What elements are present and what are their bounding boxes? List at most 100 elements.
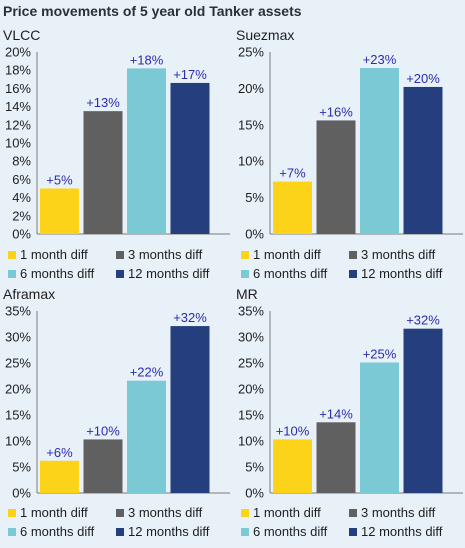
legend-item: 1 month diff: [8, 246, 116, 263]
legend-item: 12 months diff: [116, 523, 230, 540]
y-tick-label: 30%: [238, 330, 264, 345]
legend-item: 12 months diff: [349, 265, 463, 282]
bar: [360, 68, 399, 235]
data-label: +25%: [363, 346, 397, 361]
chart-panel-suezmax: Suezmax 0% 5% 10% 15% 20% 25% +7% +16% +23% +20% 1…: [233, 24, 465, 289]
y-tick-label: 35%: [5, 304, 31, 319]
legend-label: 1 month diff: [253, 247, 321, 262]
legend-item: 6 months diff: [8, 523, 116, 540]
y-tick-label: 10%: [238, 434, 264, 449]
legend-item: 6 months diff: [8, 265, 116, 282]
bar: [403, 86, 443, 234]
y-tick-label: 20%: [238, 81, 264, 96]
y-tick-label: 10%: [5, 434, 31, 449]
legend-swatch: [241, 269, 249, 278]
legend-item: 3 months diff: [116, 246, 230, 263]
chart-title: Aframax: [3, 286, 55, 302]
legend-item: 3 months diff: [349, 504, 463, 521]
legend-swatch: [8, 508, 16, 517]
y-tick-label: 18%: [5, 63, 31, 78]
y-tick-label: 15%: [5, 408, 31, 423]
data-label: +20%: [406, 71, 440, 86]
legend-item: 6 months diff: [241, 265, 349, 282]
y-tick-label: 25%: [5, 356, 31, 371]
bar: [40, 460, 79, 493]
legend-swatch: [349, 508, 357, 517]
y-tick-label: 8%: [12, 154, 31, 169]
chart-title: Suezmax: [236, 27, 294, 43]
data-label: +17%: [173, 67, 207, 82]
data-label: +14%: [319, 406, 353, 421]
legend-swatch: [116, 269, 124, 278]
bar: [360, 362, 399, 493]
chart-panel-mr: MR 0% 5% 10% 15% 20% 25% 30% 35% +10% +14% +25% +32%…: [233, 283, 465, 548]
legend-label: 1 month diff: [20, 505, 88, 520]
legend-swatch: [241, 250, 249, 259]
legend-label: 6 months diff: [253, 524, 328, 539]
data-label: +5%: [46, 173, 73, 188]
legend-label: 3 months diff: [361, 247, 436, 262]
y-tick-label: 5%: [12, 460, 31, 475]
legend-label: 3 months diff: [128, 505, 203, 520]
y-tick-label: 5%: [245, 190, 264, 205]
y-tick-label: 2%: [12, 208, 31, 223]
y-tick-label: 0%: [12, 486, 31, 501]
chart-mr: MR 0% 5% 10% 15% 20% 25% 30% 35% +10% +14% +25% +32%: [236, 286, 463, 501]
bar: [83, 111, 123, 234]
legend-swatch: [349, 527, 357, 536]
chart-title: MR: [236, 286, 258, 302]
legend-label: 12 months diff: [361, 266, 443, 281]
y-tick-label: 25%: [238, 45, 264, 60]
y-tick-label: 20%: [238, 382, 264, 397]
legend-swatch: [8, 269, 16, 278]
data-label: +7%: [279, 166, 306, 181]
legend-swatch: [241, 508, 249, 517]
bar: [127, 68, 166, 234]
legend-item: 3 months diff: [116, 504, 230, 521]
data-label: +32%: [406, 313, 440, 328]
legend-label: 6 months diff: [20, 266, 95, 281]
legend-label: 12 months diff: [128, 524, 210, 539]
legend-swatch: [241, 527, 249, 536]
legend-swatch: [349, 269, 357, 278]
legend-label: 3 months diff: [361, 505, 436, 520]
legend-label: 6 months diff: [253, 266, 328, 281]
data-label: +22%: [130, 365, 164, 380]
data-label: +16%: [319, 104, 353, 119]
y-tick-label: 15%: [238, 408, 264, 423]
legend-label: 6 months diff: [20, 524, 95, 539]
y-tick-label: 35%: [238, 304, 264, 319]
chart-title: VLCC: [3, 27, 40, 43]
bar: [316, 120, 356, 234]
data-label: +13%: [86, 95, 120, 110]
legend-item: 12 months diff: [349, 523, 463, 540]
legend-label: 1 month diff: [20, 247, 88, 262]
y-tick-label: 10%: [5, 136, 31, 151]
y-tick-label: 12%: [5, 117, 31, 132]
legend-item: 1 month diff: [241, 246, 349, 263]
legend-item: 1 month diff: [8, 504, 116, 521]
legend-swatch: [116, 527, 124, 536]
y-tick-label: 0%: [12, 227, 31, 242]
data-label: +32%: [173, 310, 207, 325]
y-tick-label: 0%: [245, 227, 264, 242]
data-label: +10%: [86, 423, 120, 438]
chart-vlcc: VLCC 0% 2% 4% 6% 8% 10% 12% 14% 16% 18% 20% +5% +13% +…: [3, 27, 230, 242]
y-tick-label: 20%: [5, 45, 31, 60]
legend-swatch: [349, 250, 357, 259]
page-title: Price movements of 5 year old Tanker ass…: [3, 3, 302, 19]
chart-suezmax: Suezmax 0% 5% 10% 15% 20% 25% +7% +16% +23% +20%: [236, 27, 463, 242]
legend-item: 6 months diff: [241, 523, 349, 540]
data-label: +23%: [363, 52, 397, 67]
bar: [170, 326, 210, 493]
data-label: +10%: [276, 423, 310, 438]
y-tick-label: 6%: [12, 172, 31, 187]
y-tick-label: 4%: [12, 190, 31, 205]
bar: [170, 82, 210, 234]
legend-swatch: [8, 250, 16, 259]
legend-swatch: [116, 508, 124, 517]
chart-aframax: Aframax 0% 5% 10% 15% 20% 25% 30% 35% +6% +10% +22%…: [3, 286, 230, 501]
chart-panel-aframax: Aframax 0% 5% 10% 15% 20% 25% 30% 35% +6% +10% +22%…: [0, 283, 232, 548]
chart-panel-vlcc: VLCC 0% 2% 4% 6% 8% 10% 12% 14% 16% 18% 20% +5% +13% +…: [0, 24, 232, 289]
y-tick-label: 16%: [5, 81, 31, 96]
